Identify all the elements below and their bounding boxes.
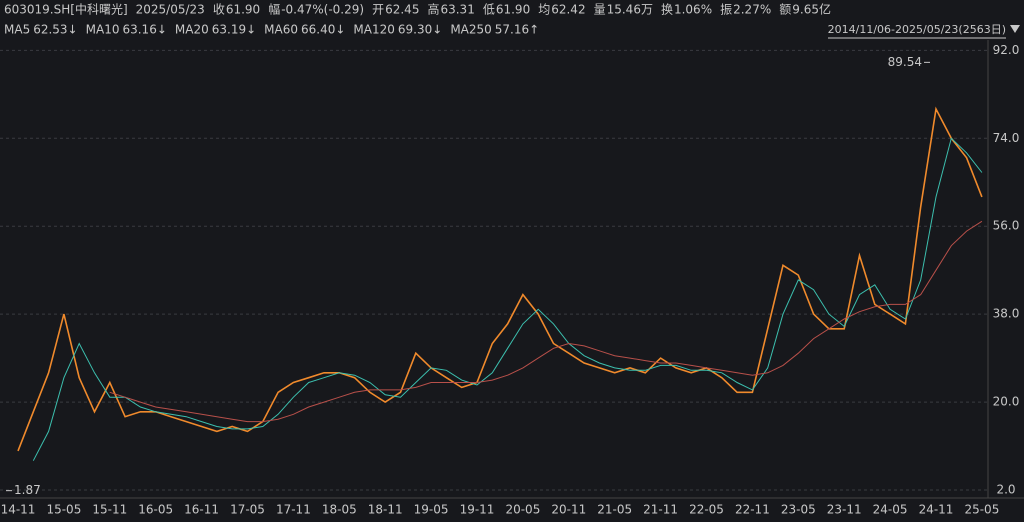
header-item: 开 xyxy=(372,3,384,17)
header-item: 高 xyxy=(427,2,439,17)
x-tick-label: 22-11 xyxy=(735,503,770,517)
header-item: 额 xyxy=(779,3,791,17)
ma-value: 63.16↓ xyxy=(122,23,166,37)
x-tick-label: 23-11 xyxy=(827,503,862,517)
x-tick-label: 15-05 xyxy=(46,503,81,517)
header-item: 62.42 xyxy=(551,3,585,17)
header-item: 15.46万 xyxy=(607,3,653,17)
annotation: 1.87 xyxy=(14,483,41,497)
header-item: 均 xyxy=(538,3,550,17)
x-tick-label: 17-05 xyxy=(230,503,265,517)
header-item: 低 xyxy=(483,3,495,17)
x-tick-label: 19-11 xyxy=(460,503,495,517)
y-tick-label: 56.0 xyxy=(993,219,1020,233)
x-tick-label: 16-11 xyxy=(184,503,219,517)
x-tick-label: 21-05 xyxy=(597,503,632,517)
x-tick-label: 24-05 xyxy=(873,503,908,517)
x-tick-label: 19-05 xyxy=(414,503,449,517)
x-tick-label: 14-11 xyxy=(1,503,36,517)
range-text: 2014/11/06-2025/05/23(2563日) xyxy=(828,23,1006,36)
y-tick-label: 92.0 xyxy=(993,43,1020,57)
header-item: -0.47%(-0.29) xyxy=(281,3,364,17)
y-tick-label: 74.0 xyxy=(993,131,1020,145)
y-tick-label: 38.0 xyxy=(993,307,1020,321)
x-tick-label: 16-05 xyxy=(138,503,173,517)
x-tick-label: 21-11 xyxy=(643,503,678,517)
x-tick-label: 18-11 xyxy=(368,503,403,517)
header-item: 1.06% xyxy=(674,3,712,17)
header-item: 61.90 xyxy=(496,3,530,17)
ma-value: 69.30↓ xyxy=(398,23,442,37)
x-tick-label: 22-05 xyxy=(689,503,724,517)
x-tick-label: 25-05 xyxy=(964,503,999,517)
x-tick-label: 20-11 xyxy=(551,503,586,517)
ma-name: MA10 xyxy=(86,23,120,37)
x-tick-label: 15-11 xyxy=(92,503,127,517)
x-tick-label: 23-05 xyxy=(781,503,816,517)
header-item: 振 xyxy=(720,3,732,17)
x-tick-label: 20-05 xyxy=(505,503,540,517)
ma-name: MA250 xyxy=(450,23,491,37)
ma-value: 63.19↓ xyxy=(212,23,256,37)
header-item: 2025/05/23 xyxy=(136,3,205,17)
header-item: 幅 xyxy=(268,2,280,17)
annotation: 89.54 xyxy=(888,55,922,69)
header-item: 收 xyxy=(213,3,225,17)
ma-name: MA120 xyxy=(353,23,394,37)
ma-value: 66.40↓ xyxy=(301,23,345,37)
header-item: 9.65亿 xyxy=(792,2,831,17)
header-item: 61.90 xyxy=(226,3,260,17)
dropdown-arrow[interactable] xyxy=(1010,25,1020,33)
x-tick-label: 17-11 xyxy=(276,503,311,517)
header-item: 量 xyxy=(594,3,606,17)
series-line xyxy=(32,137,983,461)
header-item: 换 xyxy=(661,3,673,17)
series-line xyxy=(109,220,983,423)
ma-name: MA5 xyxy=(4,23,30,37)
header-item: 2.27% xyxy=(733,3,771,17)
ma-name: MA20 xyxy=(175,23,209,37)
ma-value: 57.16↑ xyxy=(495,23,539,37)
series-line xyxy=(17,106,983,452)
x-tick-label: 18-05 xyxy=(322,503,357,517)
y-tick-label: 20.0 xyxy=(993,395,1020,409)
header-item: 63.31 xyxy=(440,3,474,17)
x-tick-label: 24-11 xyxy=(919,503,954,517)
y-tick-label: 2.0 xyxy=(996,483,1015,497)
header-item: 62.45 xyxy=(385,3,419,17)
ma-value: 62.53↓ xyxy=(33,23,77,37)
header-item: 603019.SH[中科曙光] xyxy=(4,2,128,17)
ma-name: MA60 xyxy=(264,23,298,37)
